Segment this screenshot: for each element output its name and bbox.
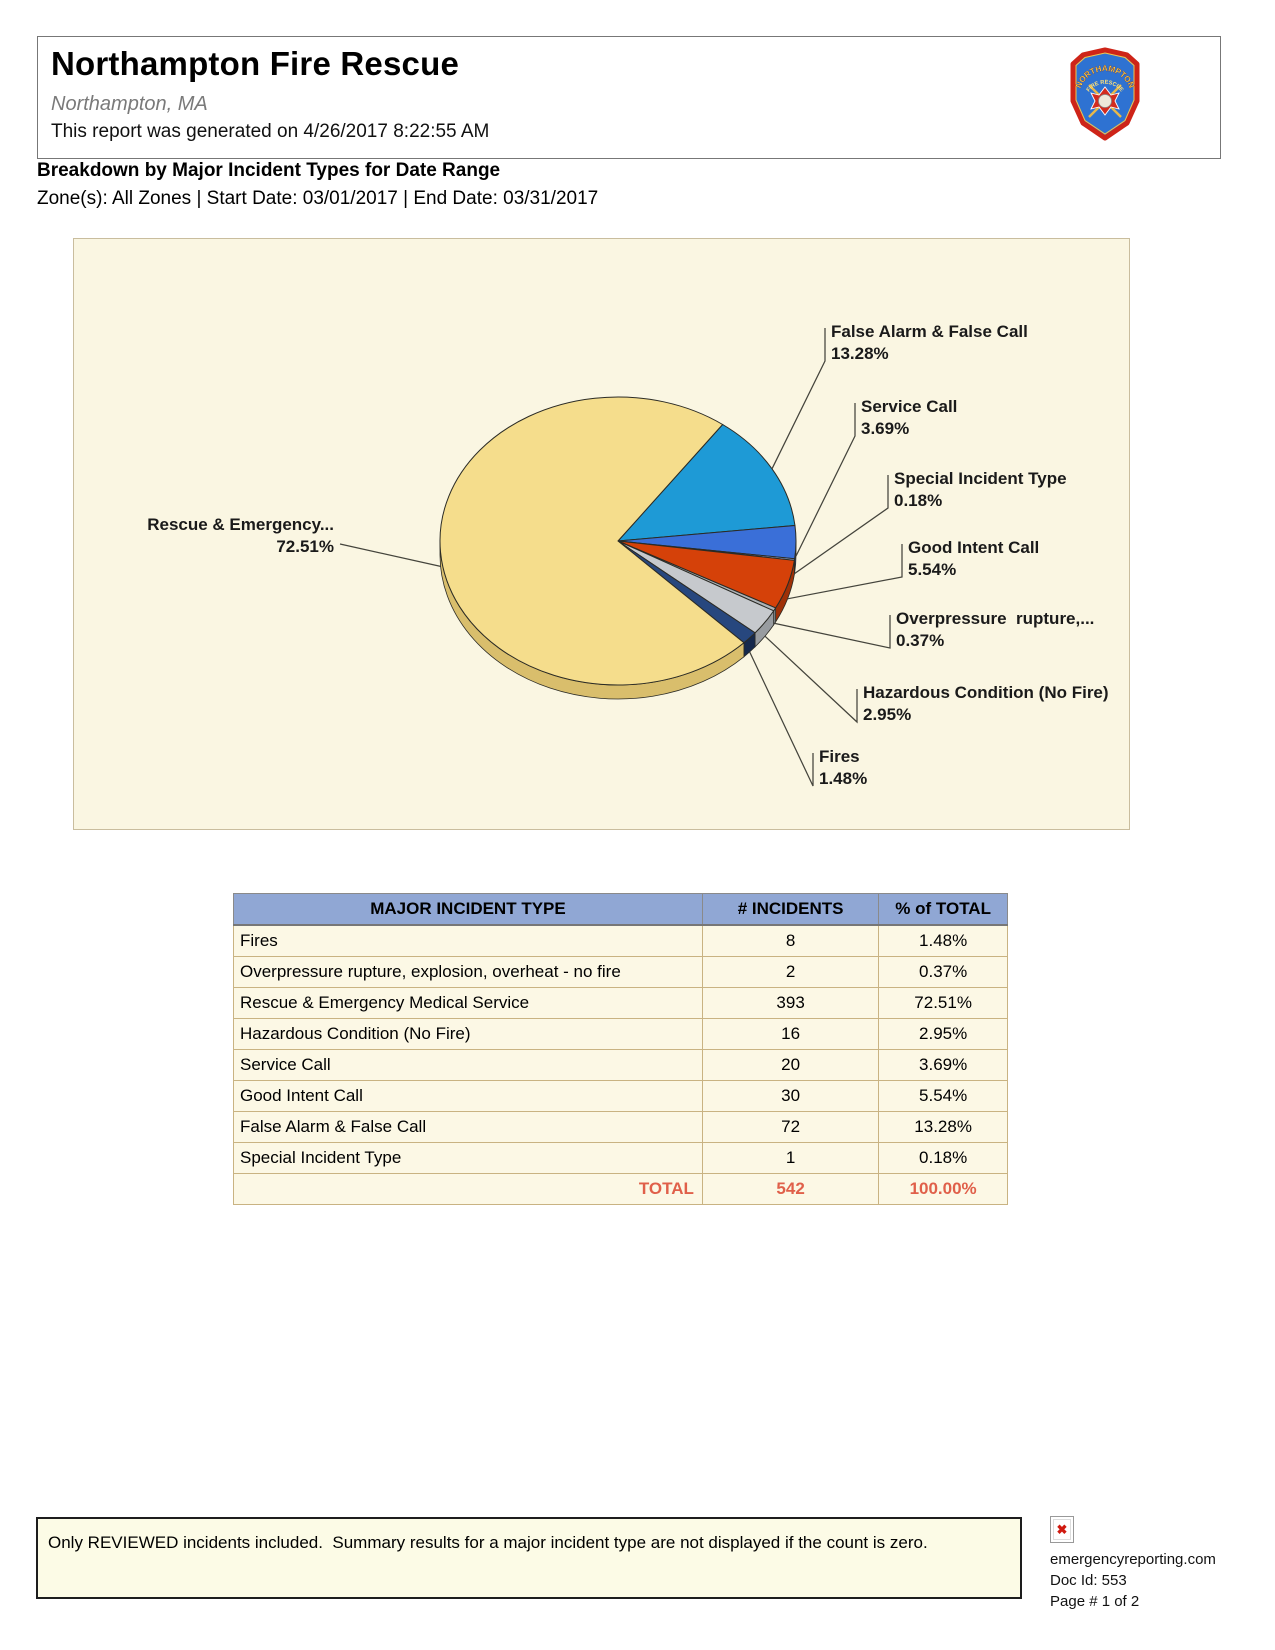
report-title: Breakdown by Major Incident Types for Da… [37, 160, 501, 181]
pie-callout-label: Special Incident Type 0.18% [894, 469, 1067, 510]
table-row: False Alarm & False Call 72 13.28% [233, 1111, 1008, 1143]
fire-department-badge-icon: NORTHAMPTON FIRE RESCUE [1070, 47, 1140, 141]
pie-callout-label: Service Call 3.69% [861, 397, 958, 438]
col-header-incidents: # INCIDENTS [701, 893, 880, 926]
table-row: Service Call 20 3.69% [233, 1049, 1008, 1081]
footer-page-number: Page # 1 of 2 [1050, 1593, 1140, 1610]
table-row: Rescue & Emergency Medical Service 393 7… [233, 987, 1008, 1019]
col-header-pct: % of TOTAL [878, 893, 1008, 926]
table-row: Hazardous Condition (No Fire) 16 2.95% [233, 1018, 1008, 1050]
table-header-row: MAJOR INCIDENT TYPE # INCIDENTS % of TOT… [233, 893, 1008, 926]
table-row: Special Incident Type 1 0.18% [233, 1142, 1008, 1174]
pie-leader-lines [339, 328, 903, 787]
department-location: Northampton, MA [51, 93, 208, 115]
total-pct: 100.00% [878, 1173, 1008, 1205]
pie-slice-tops [439, 396, 797, 686]
pie-callout-label: False Alarm & False Call 13.28% [831, 322, 1028, 363]
footer-source: emergencyreporting.com [1050, 1551, 1216, 1568]
report-header: Northampton Fire Rescue Northampton, MA … [37, 36, 1221, 159]
table-row: Good Intent Call 30 5.54% [233, 1080, 1008, 1112]
pie-callout-label: Hazardous Condition (No Fire) 2.95% [863, 683, 1109, 724]
footer-note-box: Only REVIEWED incidents included. Summar… [36, 1517, 1022, 1599]
footer-note: Only REVIEWED incidents included. Summar… [48, 1533, 928, 1552]
footer-meta: emergencyreporting.com Doc Id: 553 Page … [1050, 1549, 1216, 1612]
table-row: Overpressure rupture, explosion, overhea… [233, 956, 1008, 988]
table-total-row: TOTAL 542 100.00% [233, 1173, 1008, 1205]
generated-timestamp: This report was generated on 4/26/2017 8… [51, 121, 490, 142]
incident-table: MAJOR INCIDENT TYPE # INCIDENTS % of TOT… [233, 893, 1008, 1205]
pie-callout-label: Rescue & Emergency... 72.51% [147, 515, 334, 556]
report-filters: Zone(s): All Zones | Start Date: 03/01/2… [37, 188, 599, 209]
footer-doc-id: Doc Id: 553 [1050, 1572, 1127, 1589]
department-name: Northampton Fire Rescue [51, 45, 459, 82]
broken-image-icon: ✖ [1050, 1516, 1074, 1543]
pie-callout-label: Good Intent Call 5.54% [908, 538, 1040, 579]
col-header-type: MAJOR INCIDENT TYPE [233, 893, 703, 926]
total-label: TOTAL [233, 1173, 703, 1205]
table-row: Fires 8 1.48% [233, 924, 1008, 957]
total-count: 542 [701, 1173, 880, 1205]
pie-callout-label: Fires 1.48% [819, 747, 868, 788]
pie-callout-label: Overpressure rupture,... 0.37% [896, 609, 1095, 650]
pie-chart [339, 328, 903, 787]
incident-pie-chart-panel: False Alarm & False Call 13.28% Service Ca… [73, 238, 1130, 830]
